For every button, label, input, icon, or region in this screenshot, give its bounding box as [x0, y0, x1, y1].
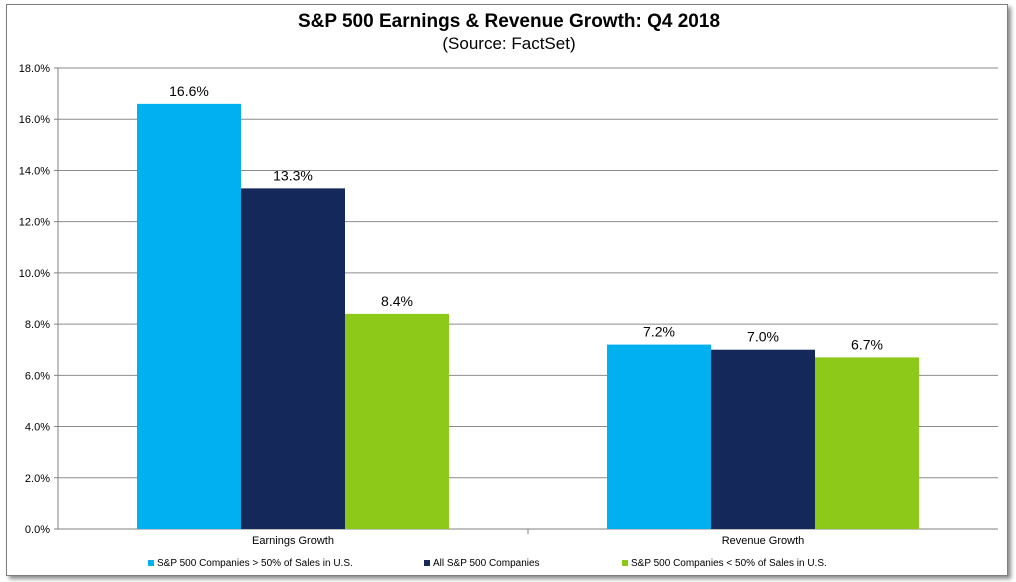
- y-tick-label: 2.0%: [25, 473, 50, 485]
- data-label: 8.4%: [381, 293, 413, 309]
- legend-label: S&P 500 Companies > 50% of Sales in U.S.: [157, 558, 353, 569]
- chart-title: S&P 500 Earnings & Revenue Growth: Q4 20…: [298, 11, 720, 32]
- x-tick-label: Revenue Growth: [722, 535, 805, 547]
- axes: 0.0% 2.0% 4.0% 6.0% 8.0% 10.0% 12.0% 14.0% 16.0%…: [19, 63, 998, 547]
- data-labels: 16.6% 13.3% 8.4% 7.2% 7.0% 6.7%: [169, 83, 883, 353]
- legend-label: S&P 500 Companies < 50% of Sales in U.S.: [631, 558, 827, 569]
- bar: [607, 344, 711, 529]
- legend-swatch: [424, 560, 430, 566]
- y-tick-label: 6.0%: [25, 370, 50, 382]
- bar: [345, 313, 449, 529]
- legend-swatch: [148, 560, 154, 566]
- y-tick-label: 14.0%: [19, 165, 50, 177]
- y-tick-label: 16.0%: [19, 114, 50, 126]
- data-label: 13.3%: [273, 167, 313, 183]
- bar: [711, 349, 815, 529]
- chart-subtitle: (Source: FactSet): [442, 34, 575, 53]
- y-tick-label: 4.0%: [25, 422, 50, 434]
- legend-swatch: [622, 560, 628, 566]
- y-tick-label: 12.0%: [19, 217, 50, 229]
- y-tick-label: 18.0%: [19, 63, 50, 75]
- data-label: 16.6%: [169, 83, 209, 99]
- x-tick-label: Earnings Growth: [252, 535, 334, 547]
- legend-label: All S&P 500 Companies: [433, 558, 540, 569]
- data-label: 6.7%: [851, 336, 883, 352]
- bar: [241, 188, 345, 529]
- y-tick-label: 10.0%: [19, 268, 50, 280]
- legend: S&P 500 Companies > 50% of Sales in U.S.…: [148, 558, 827, 569]
- y-tick-label: 0.0%: [25, 524, 50, 536]
- bars: [137, 103, 919, 529]
- y-tick-label: 8.0%: [25, 319, 50, 331]
- bar: [815, 357, 919, 529]
- data-label: 7.0%: [747, 329, 779, 345]
- data-label: 7.2%: [643, 324, 675, 340]
- bar: [137, 103, 241, 529]
